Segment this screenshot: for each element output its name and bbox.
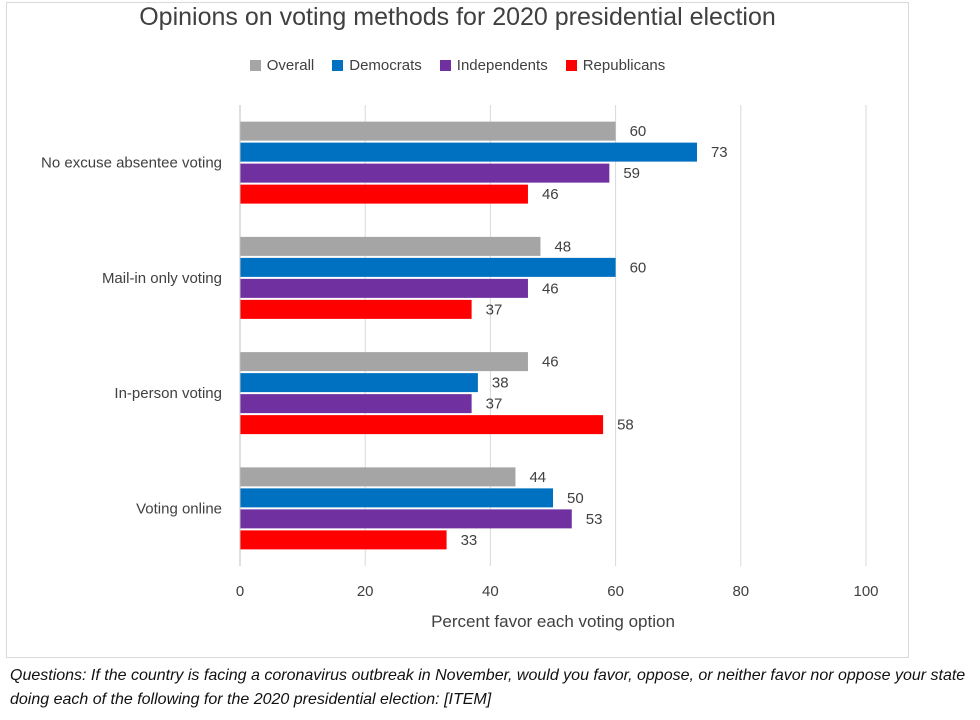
data-label: 46	[542, 354, 559, 371]
data-label: 60	[630, 259, 647, 276]
category-label: Voting online	[136, 500, 222, 517]
legend-item-republicans: Republicans	[565, 57, 666, 74]
data-label: 46	[542, 280, 559, 297]
legend-swatch	[332, 60, 344, 71]
bar-democrats-no-excuse-absentee-voting	[240, 142, 697, 162]
x-tick-label: 40	[482, 583, 499, 600]
category-label: In-person voting	[114, 385, 222, 402]
bar-democrats-voting-online	[240, 488, 553, 508]
data-label: 73	[711, 144, 728, 161]
x-tick-label: 100	[853, 583, 878, 600]
x-tick-label: 60	[607, 583, 624, 600]
data-label: 50	[567, 490, 584, 507]
data-label: 37	[486, 396, 503, 413]
x-tick-label: 0	[236, 583, 244, 600]
bar-independents-mail-in-only-voting	[240, 278, 528, 298]
chart-legend: Overall Democrats Independents Republicans	[6, 57, 909, 74]
data-label: 58	[617, 417, 634, 434]
question-caption: Questions: If the country is facing a co…	[10, 667, 966, 708]
bar-republicans-no-excuse-absentee-voting	[240, 184, 528, 204]
bar-independents-no-excuse-absentee-voting	[240, 163, 610, 183]
legend-swatch	[249, 60, 261, 71]
legend-item-democrats: Democrats	[332, 57, 422, 74]
bar-independents-voting-online	[240, 509, 572, 529]
x-tick-label: 20	[357, 583, 374, 600]
legend-item-overall: Overall	[249, 57, 315, 74]
bar-democrats-in-person-voting	[240, 373, 478, 393]
data-label: 37	[486, 301, 503, 318]
data-label: 53	[586, 511, 603, 528]
x-axis-label: Percent favor each voting option	[431, 612, 675, 631]
legend-label: Republicans	[582, 57, 666, 74]
data-label: 33	[461, 532, 478, 549]
data-label: 60	[630, 123, 647, 140]
data-label: 59	[623, 165, 640, 182]
legend-swatch	[439, 60, 451, 71]
legend-label: Overall	[266, 57, 315, 74]
bar-republicans-mail-in-only-voting	[240, 299, 472, 319]
bar-overall-mail-in-only-voting	[240, 236, 541, 256]
legend-label: Democrats	[349, 57, 422, 74]
chart-frame	[6, 2, 909, 658]
category-label: No excuse absentee voting	[41, 155, 222, 172]
chart-title: Opinions on voting methods for 2020 pres…	[139, 3, 776, 31]
bar-overall-in-person-voting	[240, 352, 528, 372]
x-tick-label: 80	[732, 583, 749, 600]
bar-democrats-mail-in-only-voting	[240, 257, 616, 277]
data-label: 48	[554, 238, 571, 255]
data-label: 44	[529, 469, 546, 486]
bar-independents-in-person-voting	[240, 394, 472, 414]
bar-overall-no-excuse-absentee-voting	[240, 121, 616, 141]
data-label: 38	[492, 375, 509, 392]
bar-overall-voting-online	[240, 467, 516, 487]
bar-republicans-voting-online	[240, 530, 447, 550]
legend-item-independents: Independents	[439, 57, 548, 74]
category-label: Mail-in only voting	[102, 270, 222, 287]
legend-swatch	[565, 60, 577, 71]
data-label: 46	[542, 186, 559, 203]
legend-label: Independents	[456, 57, 548, 74]
bar-republicans-in-person-voting	[240, 415, 604, 435]
